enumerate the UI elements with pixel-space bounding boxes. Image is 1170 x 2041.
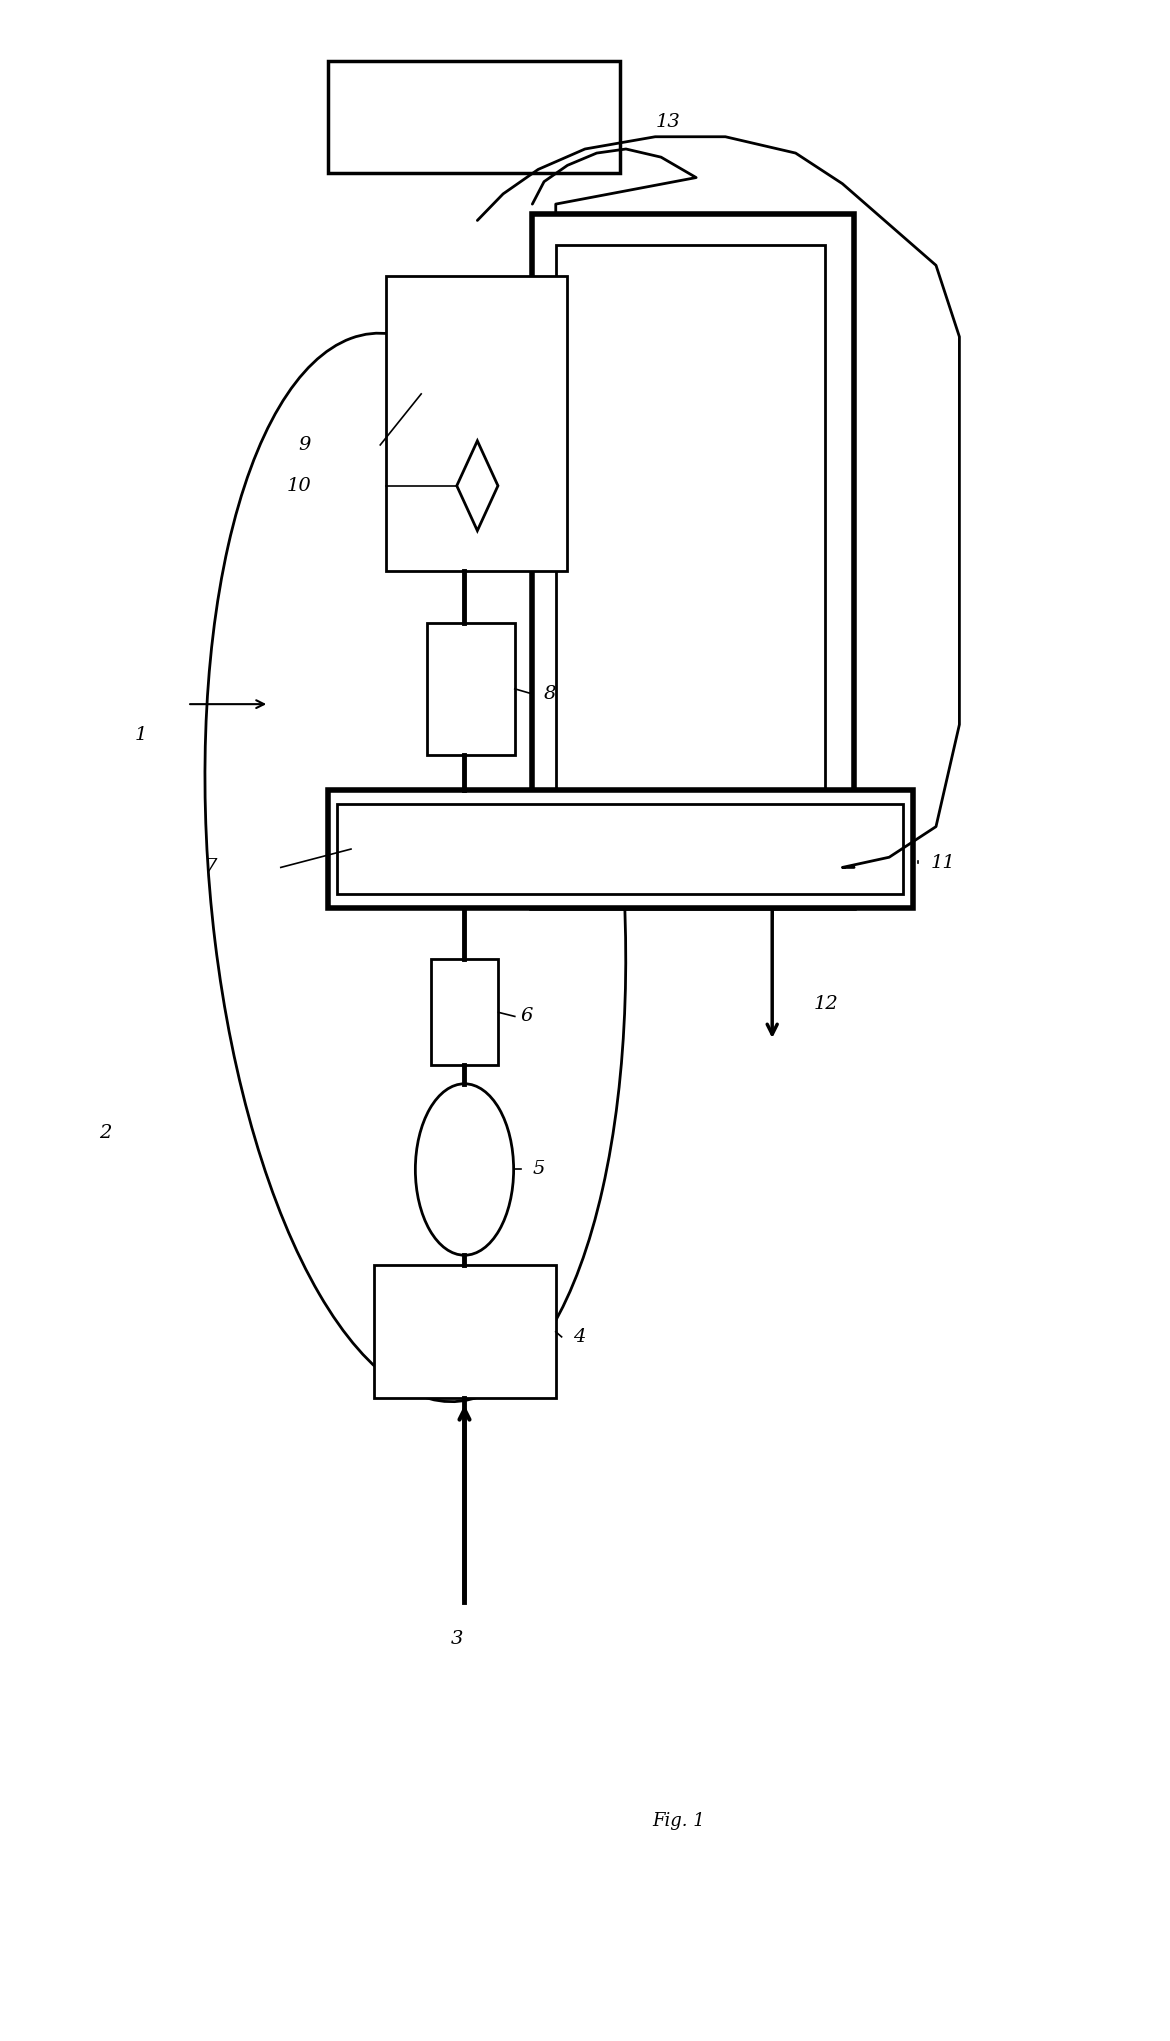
Bar	[328, 790, 913, 908]
Bar	[556, 245, 825, 908]
Text: 13: 13	[655, 114, 680, 131]
Text: 3: 3	[450, 1631, 463, 1647]
Text: 8: 8	[544, 686, 557, 702]
Text: 2: 2	[99, 1125, 112, 1141]
Text: 5: 5	[532, 1161, 545, 1178]
Text: 12: 12	[813, 996, 838, 1012]
Bar	[328, 61, 620, 173]
Text: 4: 4	[573, 1329, 586, 1345]
Text: Fig. 1: Fig. 1	[652, 1812, 706, 1829]
Text: 11: 11	[930, 855, 955, 872]
Bar	[431, 959, 498, 1065]
Text: 1: 1	[135, 727, 147, 743]
Bar	[337, 804, 903, 894]
Bar	[532, 214, 854, 908]
Bar	[386, 276, 567, 571]
Text: 10: 10	[287, 478, 311, 494]
Bar	[427, 623, 515, 755]
Text: 7: 7	[205, 859, 218, 876]
Text: 9: 9	[298, 437, 311, 453]
Text: 6: 6	[521, 1008, 534, 1025]
Bar	[374, 1265, 556, 1398]
